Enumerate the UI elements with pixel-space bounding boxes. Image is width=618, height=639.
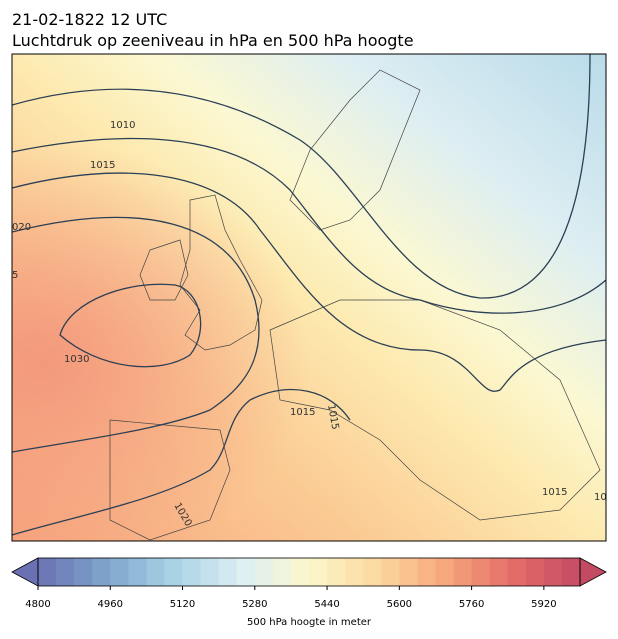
coastline	[109, 419, 231, 541]
isobar	[12, 388, 351, 536]
colorbar-frame	[37, 557, 581, 587]
colorbar-band	[345, 558, 364, 586]
isobar	[59, 283, 202, 368]
contour-label: 1015	[90, 160, 115, 171]
colorbar-band	[417, 558, 436, 586]
colorbar-tick-label: 5120	[170, 599, 195, 610]
colorbar-band	[525, 558, 545, 586]
coastline	[139, 239, 189, 301]
colorbar-tick-label: 5440	[314, 599, 339, 610]
colorbar-band	[272, 558, 292, 586]
colorbar-band	[74, 558, 93, 586]
colorbar-band	[327, 558, 346, 586]
colorbar-band	[381, 558, 400, 586]
colorbar-band	[489, 558, 509, 586]
colorbar-band	[507, 558, 527, 586]
colorbar: 4800 4960 5120 5280 5440 5600 5760 5920	[11, 557, 607, 610]
colorbar-tick-label: 5760	[459, 599, 484, 610]
isobar	[12, 172, 606, 392]
colorbar-band	[128, 558, 147, 586]
contour-label: 10	[594, 492, 607, 503]
colorbar-band	[236, 558, 256, 586]
contour-label: 1015	[290, 407, 315, 418]
coastline	[289, 69, 421, 231]
map-frame	[11, 53, 607, 542]
title: Luchtdruk op zeeniveau in hPa en 500 hPa…	[12, 31, 414, 50]
colorbar-band	[92, 558, 111, 586]
colorbar-band	[543, 558, 563, 586]
colorbar-tick-label: 5280	[242, 599, 267, 610]
colorbar-band	[200, 558, 220, 586]
colorbar-band	[182, 558, 202, 586]
colorbar-band	[561, 558, 581, 586]
colorbar-band	[290, 558, 310, 586]
colorbar-extend-low	[11, 557, 39, 587]
colorbar-band	[38, 558, 57, 586]
contour-label: 5	[12, 270, 18, 281]
isobar	[12, 216, 260, 453]
colorbar-band	[254, 558, 274, 586]
contour-label: 1015	[542, 487, 567, 498]
isobar	[12, 137, 606, 314]
colorbar-tick-label: 4960	[98, 599, 123, 610]
colorbar-band	[218, 558, 238, 586]
colorbar-band	[56, 558, 75, 586]
colorbar-band	[453, 558, 473, 586]
colorbar-band	[363, 558, 382, 586]
colorbar-band	[110, 558, 129, 586]
isobar	[12, 54, 591, 299]
colorbar-band	[146, 558, 165, 586]
colorbar-band	[399, 558, 418, 586]
colorbar-tick-label: 5600	[387, 599, 412, 610]
colorbar-band	[435, 558, 455, 586]
contour-label: 1030	[64, 354, 89, 365]
contour-label: 1010	[110, 120, 135, 131]
date: 21-02-1822 12 UTC	[12, 10, 167, 29]
colorbar-band	[309, 558, 328, 586]
map-shading	[12, 54, 606, 541]
map: 1010 1015 020 5 1030 1015 1015 1020 1015…	[12, 54, 607, 541]
colorbar-band	[164, 558, 184, 586]
colorbar-extend-high	[579, 557, 607, 587]
contour-label: 1015	[325, 404, 340, 431]
coastline	[179, 194, 263, 351]
colorbar-tick-label: 5920	[531, 599, 556, 610]
colorbar-tick-label: 4800	[25, 599, 50, 610]
colorbar-band	[471, 558, 491, 586]
colorbar-label: 500 hPa hoogte in meter	[247, 617, 372, 628]
contour-label: 020	[12, 222, 31, 233]
